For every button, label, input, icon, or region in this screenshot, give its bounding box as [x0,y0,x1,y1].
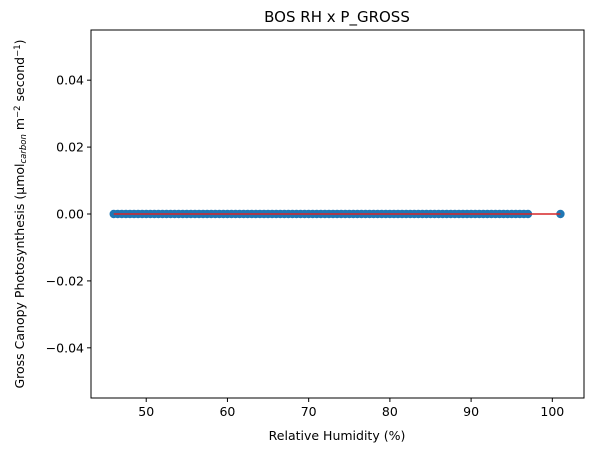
y-axis-label-part: −2 [13,105,23,118]
y-tick-label: −0.04 [46,340,84,355]
chart-title: BOS RH x P_GROSS [264,8,410,27]
y-tick-label: 0.04 [56,73,84,88]
x-tick-label: 60 [219,404,235,419]
y-tick-label: 0.00 [56,207,84,222]
x-axis-label: Relative Humidity (%) [269,428,406,443]
y-axis: −0.04 −0.02 0.00 0.02 0.04 [46,73,91,356]
y-axis-label-part: ) [12,39,27,44]
x-axis: 50 60 70 80 90 100 [138,398,564,419]
y-axis-label-part: −1 [13,44,23,57]
y-tick-label: 0.02 [56,140,84,155]
y-tick-label: −0.02 [46,273,84,288]
y-axis-label: Gross Canopy Photosynthesis (µmolcarbon … [12,39,29,388]
x-tick-label: 70 [301,404,317,419]
x-tick-label: 100 [540,404,564,419]
y-axis-label-part: second [12,57,27,106]
x-tick-label: 90 [463,404,479,419]
x-tick-label: 50 [138,404,154,419]
y-axis-label-part: carbon [19,134,29,163]
y-axis-label-part: m [12,118,27,134]
y-axis-label-part: Gross Canopy Photosynthesis (µmol [12,163,27,388]
x-tick-label: 80 [382,404,398,419]
